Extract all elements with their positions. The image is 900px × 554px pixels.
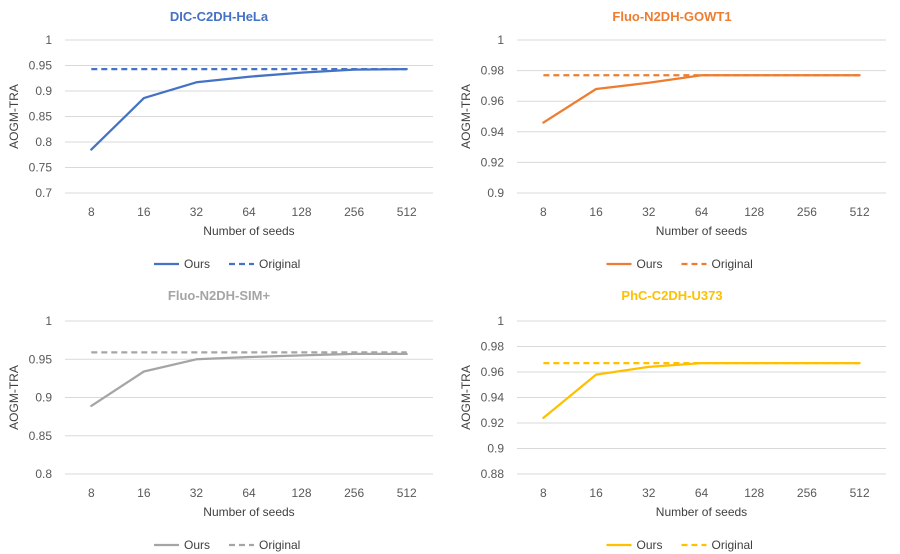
x-tick-label: 256	[797, 205, 817, 219]
x-tick-label: 512	[850, 486, 870, 500]
x-tick-label: 32	[190, 486, 204, 500]
y-tick-label: 1	[45, 33, 52, 47]
y-axis-label: AOGM-TRA	[459, 84, 473, 149]
legend: Ours Original	[606, 257, 753, 271]
y-axis-label: AOGM-TRA	[459, 365, 473, 430]
x-tick-label: 16	[137, 205, 151, 219]
x-axis-label: Number of seeds	[656, 224, 747, 238]
chart-panel-3: Fluo-N2DH-SIM+ 0.8 0.85 0.9 0.95 1 8 16 32 64 128 2…	[7, 288, 433, 552]
y-tick-label: 0.9	[487, 186, 504, 200]
y-tick-label: 0.9	[35, 84, 52, 98]
y-tick-label: 0.85	[29, 429, 53, 443]
series-line-ours	[542, 361, 861, 420]
x-axis-label: Number of seeds	[203, 505, 294, 519]
y-tick-label: 0.88	[481, 467, 505, 481]
x-tick-label: 32	[190, 205, 204, 219]
x-tick-label: 256	[344, 205, 364, 219]
y-tick-label: 0.8	[35, 467, 52, 481]
x-tick-label: 32	[642, 205, 656, 219]
y-axis-label: AOGM-TRA	[7, 365, 21, 430]
y-tick-label: 0.9	[487, 442, 504, 456]
chart-panel-4: PhC-C2DH-U373 0.88 0.9 0.92 0.94 0.96 0.98 1 8 16…	[459, 288, 886, 552]
legend-label-ours: Ours	[637, 257, 663, 271]
y-tick-label: 0.8	[35, 135, 52, 149]
chart-panel-1: DIC-C2DH-HeLa 0.7 0.75 0.8 0.85 0.9 0.95 1 8 16 32…	[7, 9, 433, 271]
y-tick-label: 0.95	[29, 59, 53, 73]
legend-label-ours: Ours	[184, 257, 210, 271]
x-tick-label: 64	[242, 486, 256, 500]
y-tick-label: 0.96	[481, 94, 505, 108]
x-tick-label: 128	[292, 205, 312, 219]
y-tick-label: 0.94	[481, 391, 505, 405]
x-tick-label: 256	[344, 486, 364, 500]
y-axis-label: AOGM-TRA	[7, 84, 21, 149]
x-tick-label: 64	[695, 205, 709, 219]
x-tick-label: 16	[589, 205, 603, 219]
y-tick-label: 0.7	[35, 186, 52, 200]
y-tick-label: 0.96	[481, 365, 505, 379]
y-tick-label: 0.95	[29, 352, 53, 366]
y-tick-label: 0.98	[481, 340, 505, 354]
legend-label-ours: Ours	[184, 538, 210, 552]
x-tick-label: 16	[137, 486, 151, 500]
y-tick-label: 1	[497, 314, 504, 328]
y-tick-label: 0.75	[29, 161, 53, 175]
x-tick-label: 512	[850, 205, 870, 219]
x-tick-label: 8	[540, 486, 547, 500]
x-tick-label: 128	[292, 486, 312, 500]
legend: Ours Original	[154, 257, 300, 271]
x-tick-label: 8	[88, 205, 95, 219]
legend: Ours Original	[606, 538, 753, 552]
x-tick-label: 128	[744, 486, 764, 500]
x-tick-label: 8	[88, 486, 95, 500]
x-tick-label: 512	[397, 205, 417, 219]
x-tick-label: 128	[744, 205, 764, 219]
chart-panel-2: Fluo-N2DH-GOWT1 0.9 0.92 0.94 0.96 0.98 1 8 16 32…	[459, 9, 886, 271]
y-tick-label: 1	[497, 33, 504, 47]
y-tick-label: 0.85	[29, 110, 53, 124]
x-tick-label: 32	[642, 486, 656, 500]
x-tick-label: 64	[695, 486, 709, 500]
x-axis-label: Number of seeds	[656, 505, 747, 519]
chart-title: PhC-C2DH-U373	[621, 288, 722, 303]
x-axis-label: Number of seeds	[203, 224, 294, 238]
series-line-ours	[542, 74, 861, 124]
legend-label-original: Original	[259, 257, 300, 271]
series-line-ours	[90, 352, 408, 408]
y-tick-label: 0.92	[481, 155, 505, 169]
series-line-ours	[90, 67, 408, 151]
y-tick-label: 0.94	[481, 125, 505, 139]
x-tick-label: 64	[242, 205, 256, 219]
y-tick-label: 0.98	[481, 64, 505, 78]
y-tick-label: 0.9	[35, 391, 52, 405]
y-tick-label: 0.92	[481, 416, 505, 430]
legend-label-original: Original	[712, 257, 753, 271]
x-tick-label: 256	[797, 486, 817, 500]
legend-label-ours: Ours	[637, 538, 663, 552]
chart-title: DIC-C2DH-HeLa	[170, 9, 269, 24]
chart-title: Fluo-N2DH-GOWT1	[612, 9, 731, 24]
legend: Ours Original	[154, 538, 300, 552]
x-tick-label: 8	[540, 205, 547, 219]
x-tick-label: 512	[397, 486, 417, 500]
y-tick-label: 1	[45, 314, 52, 328]
legend-label-original: Original	[712, 538, 753, 552]
x-tick-label: 16	[589, 486, 603, 500]
chart-title: Fluo-N2DH-SIM+	[168, 288, 271, 303]
legend-label-original: Original	[259, 538, 300, 552]
